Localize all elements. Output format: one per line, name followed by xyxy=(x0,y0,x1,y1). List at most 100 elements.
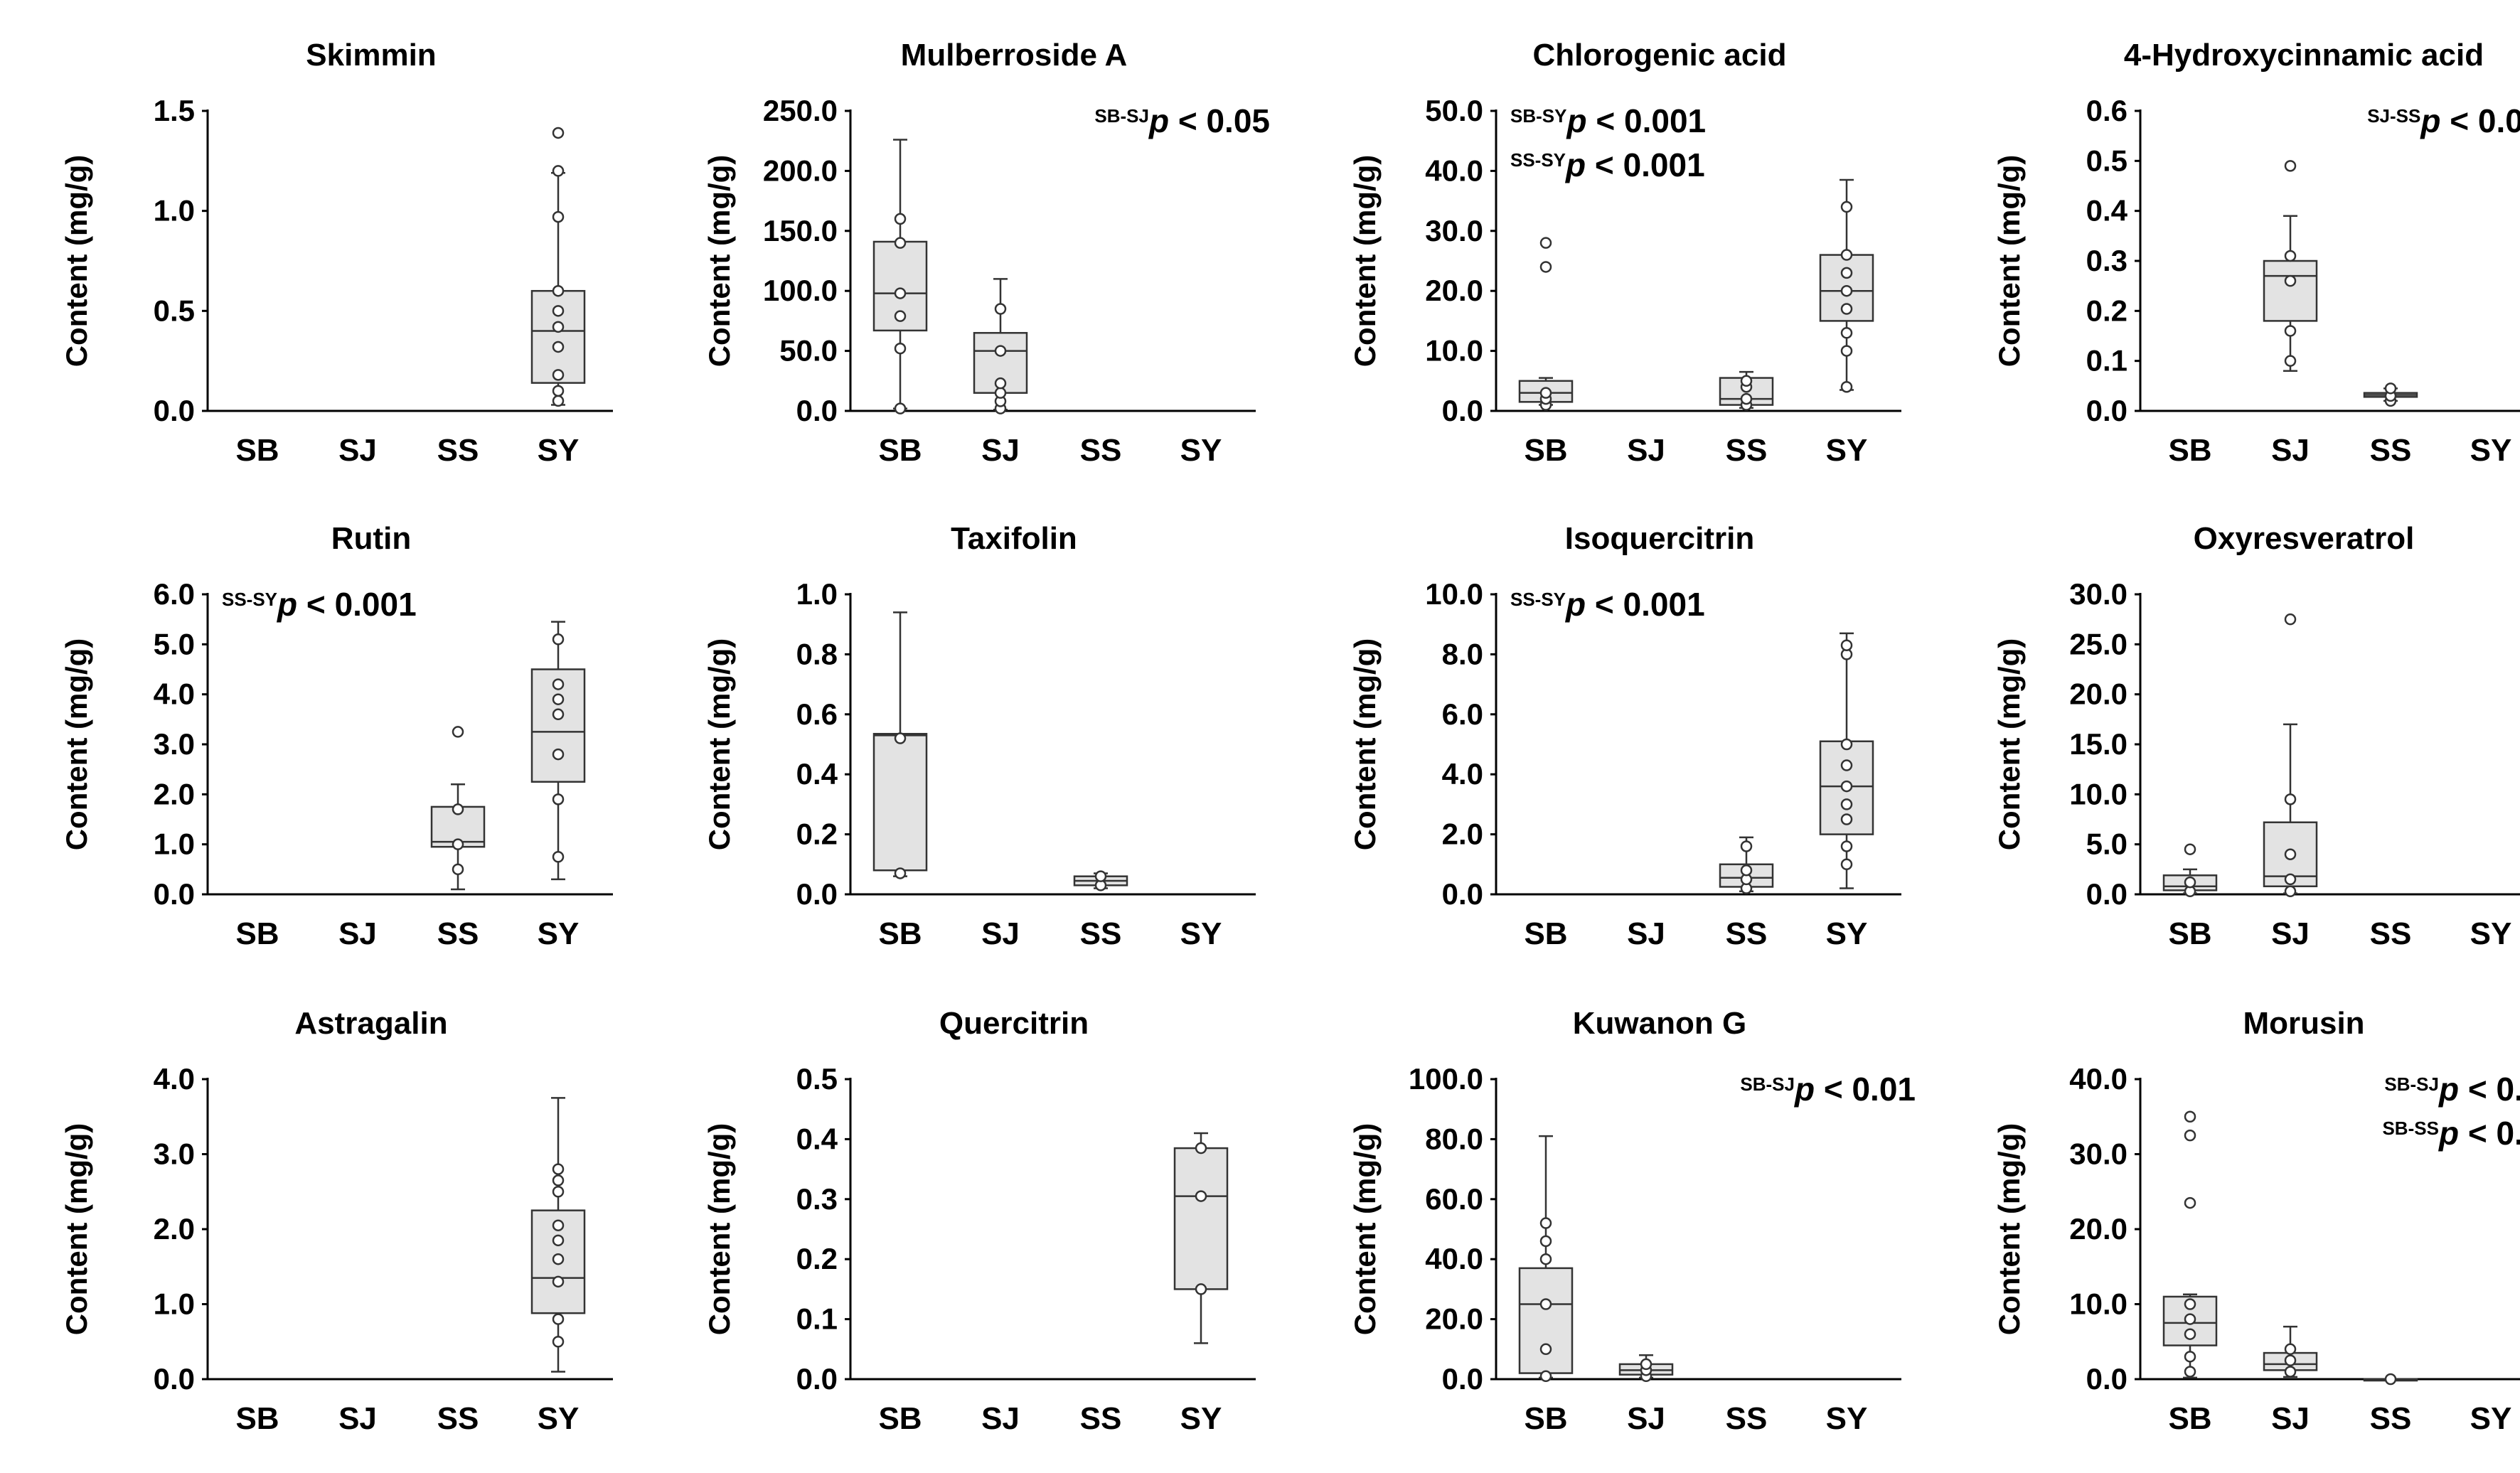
comparison-label: SB-SS xyxy=(2382,1118,2438,1139)
data-point xyxy=(552,165,565,177)
data-point xyxy=(2384,1373,2397,1386)
box-sj xyxy=(973,278,1028,414)
data-point xyxy=(1840,798,1853,810)
x-tick-label: SY xyxy=(538,433,580,468)
y-tick-label: 20.0 xyxy=(2069,677,2127,711)
significance-annotation: SB-SJp < 0.05 xyxy=(2384,1071,2520,1108)
x-tick-label: SY xyxy=(2470,916,2512,951)
y-axis-label: Content (mg/g) xyxy=(703,1123,736,1336)
x-tick-label: SB xyxy=(1524,916,1567,951)
box-sy xyxy=(1819,178,1874,393)
y-tick-label: 1.0 xyxy=(796,577,838,611)
data-point xyxy=(1539,387,1552,399)
box-sj xyxy=(2263,613,2318,898)
y-tick-label: 0.0 xyxy=(154,394,195,427)
chart-title: Rutin xyxy=(331,521,411,556)
data-point xyxy=(1094,870,1107,882)
y-tick-label: 1.0 xyxy=(154,1287,195,1321)
box-sy xyxy=(530,1097,586,1373)
data-point xyxy=(1195,1190,1207,1202)
y-tick-label: 2.0 xyxy=(154,1212,195,1246)
data-point xyxy=(2184,1129,2196,1142)
p-symbol: p xyxy=(1564,146,1586,183)
x-tick-label: SJ xyxy=(338,1401,377,1436)
y-tick-label: 80.0 xyxy=(1425,1122,1483,1155)
data-point xyxy=(1539,1217,1552,1229)
y-tick-label: 0.0 xyxy=(796,394,838,427)
data-point xyxy=(552,1275,565,1288)
data-point xyxy=(1840,327,1853,339)
data-point xyxy=(552,1313,565,1325)
data-point xyxy=(1840,738,1853,751)
y-tick-label: 0.1 xyxy=(2086,344,2127,377)
y-tick-label: 5.0 xyxy=(2086,827,2127,861)
data-point xyxy=(1740,392,1753,405)
x-tick-label: SB xyxy=(1524,1401,1567,1436)
data-point xyxy=(552,284,565,297)
y-tick-label: 0.2 xyxy=(796,818,838,851)
y-tick-label: 25.0 xyxy=(2069,627,2127,660)
y-tick-label: 4.0 xyxy=(154,1062,195,1096)
y-tick-label: 0.5 xyxy=(2086,144,2127,177)
p-value: < 0.01 xyxy=(1815,1071,1916,1108)
y-tick-label: 15.0 xyxy=(2069,727,2127,761)
data-point xyxy=(1539,1253,1552,1265)
x-tick-label: SJ xyxy=(1627,1401,1665,1436)
x-tick-label: SB xyxy=(2168,916,2211,951)
x-tick-label: SJ xyxy=(1627,916,1665,951)
data-point xyxy=(2284,274,2297,287)
data-point xyxy=(2184,1351,2196,1363)
box-ss xyxy=(2363,1373,2418,1386)
x-tick-label: SY xyxy=(538,1401,580,1436)
data-point xyxy=(1539,1343,1552,1356)
box-iqr xyxy=(1173,1147,1229,1290)
data-point xyxy=(2184,1313,2196,1325)
chart-panel-skimmin: Skimmin Content (mg/g) 0.0 0.5 1.0 1.5 SB SJ SS S… xyxy=(60,38,613,468)
x-tick-label: SJ xyxy=(981,1401,1020,1436)
x-tick-label: SJ xyxy=(338,916,377,951)
y-tick-label: 100.0 xyxy=(763,274,838,307)
chart-title: Kuwanon G xyxy=(1573,1006,1746,1041)
p-value: < 0.05 xyxy=(2459,1071,2520,1108)
data-point xyxy=(894,237,907,249)
data-point xyxy=(2184,1298,2196,1310)
y-axis-label: Content (mg/g) xyxy=(60,1123,93,1336)
p-value: < 0.05 xyxy=(1169,102,1270,139)
data-point xyxy=(1740,375,1753,387)
p-value: < 0.05 xyxy=(2459,1115,2520,1152)
x-tick-label: SJ xyxy=(2271,433,2310,468)
y-tick-label: 0.4 xyxy=(2086,194,2128,227)
data-point xyxy=(552,305,565,317)
data-point xyxy=(2384,382,2397,395)
data-point xyxy=(894,287,907,299)
box-sb xyxy=(2162,843,2218,898)
data-point xyxy=(552,395,565,407)
box-sy xyxy=(1173,1132,1229,1344)
data-point xyxy=(1840,303,1853,315)
y-tick-label: 60.0 xyxy=(1425,1182,1483,1216)
x-tick-label: SS xyxy=(2370,433,2412,468)
chart-title: Skimmin xyxy=(306,38,436,73)
data-point xyxy=(1840,380,1853,393)
chart-panel-mulberroside-a: Mulberroside A Content (mg/g) 0.0 50.0 100.0… xyxy=(703,38,1270,468)
p-symbol: p xyxy=(1148,102,1169,139)
data-point xyxy=(552,678,565,690)
y-tick-label: 30.0 xyxy=(2069,1137,2127,1171)
box-sb xyxy=(872,611,928,879)
y-tick-label: 0.0 xyxy=(796,1362,838,1396)
y-tick-label: 0.0 xyxy=(1442,1362,1483,1396)
y-tick-label: 0.6 xyxy=(796,697,838,731)
data-point xyxy=(2284,355,2297,367)
data-point xyxy=(894,342,907,355)
p-symbol: p xyxy=(1793,1071,1815,1108)
box-sb xyxy=(1518,1135,1574,1383)
data-point xyxy=(1539,261,1552,273)
y-tick-label: 0.3 xyxy=(796,1182,838,1216)
x-tick-label: SS xyxy=(2370,916,2412,951)
data-point xyxy=(552,1336,565,1348)
y-tick-label: 4.0 xyxy=(1442,757,1483,791)
y-tick-label: 8.0 xyxy=(1442,637,1483,670)
x-tick-label: SY xyxy=(2470,1401,2512,1436)
y-tick-label: 2.0 xyxy=(154,777,195,810)
